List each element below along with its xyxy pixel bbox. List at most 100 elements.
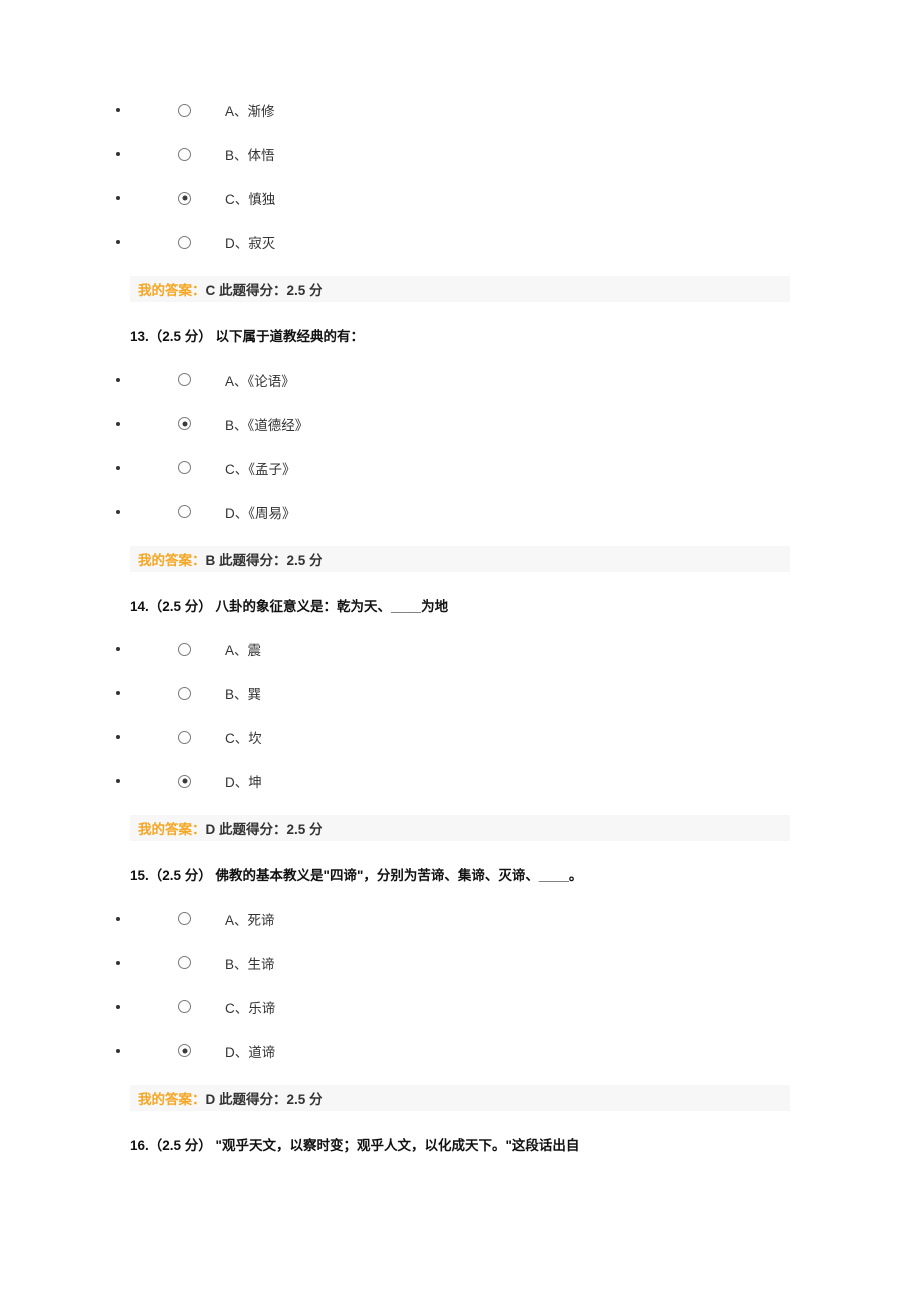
- question-15: 15.（2.5 分） 佛教的基本教义是"四谛"，分别为苦谛、集谛、灭谛、____…: [130, 865, 790, 887]
- question-13: 13.（2.5 分） 以下属于道教经典的有：: [130, 326, 790, 348]
- option-list: A、渐修 B、体悟 C、慎独 D、寂灭: [130, 100, 790, 252]
- list-item: B、《道德经》: [130, 414, 790, 434]
- option-label: A、死谛: [225, 909, 275, 929]
- list-item: B、生谛: [130, 953, 790, 973]
- bullet-icon: [116, 152, 120, 156]
- bullet-icon: [116, 779, 120, 783]
- score-prefix: 此题得分：: [219, 1092, 287, 1107]
- bullet-icon: [116, 378, 120, 382]
- list-item: A、震: [130, 639, 790, 659]
- bullet-icon: [116, 1049, 120, 1053]
- radio-d[interactable]: [178, 775, 191, 788]
- bullet-icon: [116, 917, 120, 921]
- option-label: D、道谛: [225, 1041, 275, 1061]
- score-prefix: 此题得分：: [219, 822, 287, 837]
- answer-label: 我的答案：: [138, 553, 206, 568]
- radio-b[interactable]: [178, 148, 191, 161]
- bullet-icon: [116, 510, 120, 514]
- bullet-icon: [116, 735, 120, 739]
- score-text: 此题得分：2.5 分: [219, 553, 323, 568]
- radio-b[interactable]: [178, 956, 191, 969]
- score-text: 此题得分：2.5 分: [219, 822, 323, 837]
- question-number: 14.（2.5 分）: [130, 599, 212, 614]
- radio-c[interactable]: [178, 1000, 191, 1013]
- option-label: D、寂灭: [225, 232, 275, 252]
- question-number: 13.（2.5 分）: [130, 329, 212, 344]
- radio-a[interactable]: [178, 373, 191, 386]
- score-prefix: 此题得分：: [219, 283, 287, 298]
- list-item: B、巽: [130, 683, 790, 703]
- score-suffix: 分: [305, 1092, 322, 1107]
- radio-c[interactable]: [178, 461, 191, 474]
- question-prompt: 佛教的基本教义是"四谛"，分别为苦谛、集谛、灭谛、____。: [212, 868, 583, 883]
- question-prompt: 八卦的象征意义是：乾为天、____为地: [212, 599, 448, 614]
- answer-label: 我的答案：: [138, 1092, 206, 1107]
- bullet-icon: [116, 108, 120, 112]
- score-prefix: 此题得分：: [219, 553, 287, 568]
- answer-value: C: [206, 283, 216, 298]
- score-suffix: 分: [305, 822, 322, 837]
- question-16: 16.（2.5 分） "观乎天文，以察时变；观乎人文，以化成天下。"这段话出自: [130, 1135, 790, 1157]
- option-label: B、《道德经》: [225, 414, 308, 434]
- option-label: B、生谛: [225, 953, 275, 973]
- list-item: C、慎独: [130, 188, 790, 208]
- bullet-icon: [116, 1005, 120, 1009]
- radio-d[interactable]: [178, 505, 191, 518]
- radio-a[interactable]: [178, 912, 191, 925]
- option-label: C、坎: [225, 727, 262, 747]
- radio-d[interactable]: [178, 1044, 191, 1057]
- score-suffix: 分: [305, 553, 322, 568]
- score-value: 2.5: [287, 822, 306, 837]
- score-value: 2.5: [287, 283, 306, 298]
- option-label: D、坤: [225, 771, 262, 791]
- answer-bar: 我的答案：B 此题得分：2.5 分: [130, 546, 790, 572]
- answer-bar: 我的答案：D 此题得分：2.5 分: [130, 815, 790, 841]
- list-item: D、道谛: [130, 1041, 790, 1061]
- bullet-icon: [116, 196, 120, 200]
- option-label: C、慎独: [225, 188, 275, 208]
- score-suffix: 分: [305, 283, 322, 298]
- score-text: 此题得分：2.5 分: [219, 283, 323, 298]
- option-list: A、死谛 B、生谛 C、乐谛 D、道谛: [130, 909, 790, 1061]
- option-label: A、渐修: [225, 100, 275, 120]
- radio-a[interactable]: [178, 104, 191, 117]
- question-number: 15.（2.5 分）: [130, 868, 212, 883]
- radio-c[interactable]: [178, 192, 191, 205]
- radio-d[interactable]: [178, 236, 191, 249]
- answer-value: D: [206, 822, 216, 837]
- list-item: D、坤: [130, 771, 790, 791]
- radio-b[interactable]: [178, 417, 191, 430]
- option-label: C、《孟子》: [225, 458, 296, 478]
- answer-bar: 我的答案：C 此题得分：2.5 分: [130, 276, 790, 302]
- bullet-icon: [116, 647, 120, 651]
- radio-b[interactable]: [178, 687, 191, 700]
- list-item: B、体悟: [130, 144, 790, 164]
- bullet-icon: [116, 961, 120, 965]
- list-item: C、《孟子》: [130, 458, 790, 478]
- question-number: 16.（2.5 分）: [130, 1138, 212, 1153]
- option-label: A、《论语》: [225, 370, 295, 390]
- option-list: A、震 B、巽 C、坎 D、坤: [130, 639, 790, 791]
- list-item: A、死谛: [130, 909, 790, 929]
- option-label: B、巽: [225, 683, 261, 703]
- score-text: 此题得分：2.5 分: [219, 1092, 323, 1107]
- option-list: A、《论语》 B、《道德经》 C、《孟子》 D、《周易》: [130, 370, 790, 522]
- answer-label: 我的答案：: [138, 822, 206, 837]
- quiz-page: A、渐修 B、体悟 C、慎独 D、寂灭 我的答案：C 此题得分：2.5 分 13…: [0, 0, 920, 1238]
- radio-c[interactable]: [178, 731, 191, 744]
- answer-value: B: [206, 553, 216, 568]
- list-item: D、《周易》: [130, 502, 790, 522]
- list-item: A、渐修: [130, 100, 790, 120]
- question-prompt: "观乎天文，以察时变；观乎人文，以化成天下。"这段话出自: [212, 1138, 580, 1153]
- option-label: D、《周易》: [225, 502, 296, 522]
- bullet-icon: [116, 691, 120, 695]
- list-item: A、《论语》: [130, 370, 790, 390]
- list-item: C、乐谛: [130, 997, 790, 1017]
- option-label: C、乐谛: [225, 997, 275, 1017]
- score-value: 2.5: [287, 1092, 306, 1107]
- list-item: C、坎: [130, 727, 790, 747]
- bullet-icon: [116, 240, 120, 244]
- radio-a[interactable]: [178, 643, 191, 656]
- question-14: 14.（2.5 分） 八卦的象征意义是：乾为天、____为地: [130, 596, 790, 618]
- bullet-icon: [116, 422, 120, 426]
